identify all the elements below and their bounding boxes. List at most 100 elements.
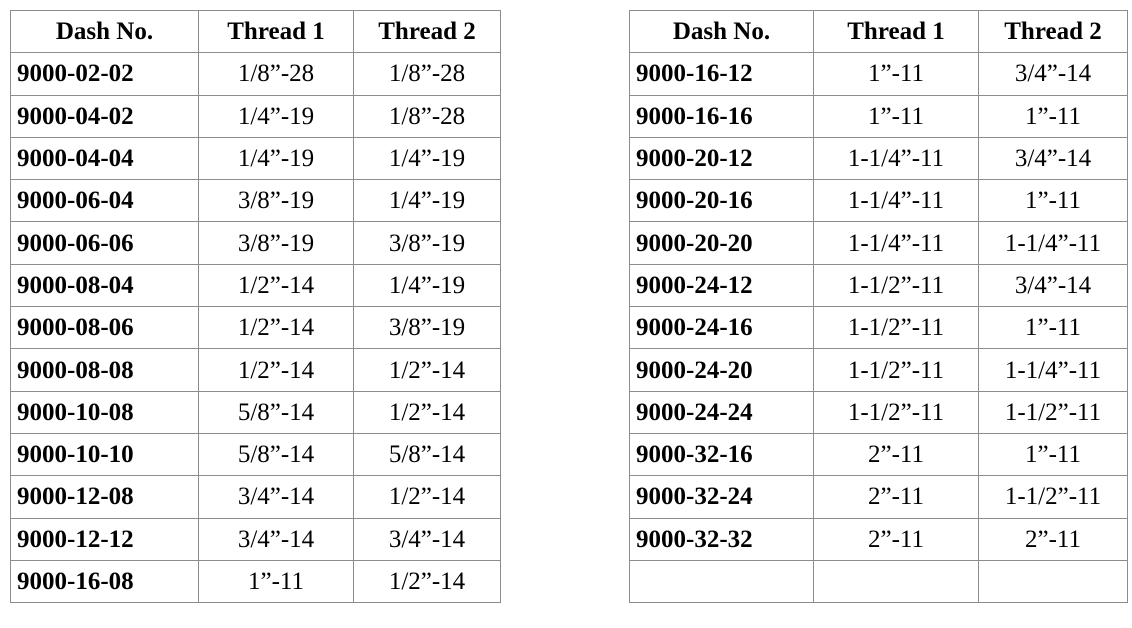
table-row: 9000-10-08 5/8”-14 1/2”-14 [10,390,501,434]
table-row: 9000-24-20 1-1/2”-11 1-1/4”-11 [629,348,1128,392]
dash-number-cell: 9000-08-04 [10,263,199,308]
thread-2-cell: 1-1/4”-11 [978,221,1128,265]
table-row: 9000-04-04 1/4”-19 1/4”-19 [10,136,501,181]
table-row: 9000-02-02 1/8”-28 1/8”-28 [10,52,501,96]
table-row: 9000-24-16 1-1/2”-11 1”-11 [629,306,1128,350]
thread-1-cell: 2”-11 [813,432,979,477]
thread-1-cell: 3/8”-19 [198,221,354,265]
dash-number-cell: 9000-32-24 [629,475,814,519]
thread-2-cell: 1”-11 [978,306,1128,350]
column-header-dash-no: Dash No. [629,9,814,54]
table-row: 9000-06-04 3/8”-19 1/4”-19 [10,179,501,223]
column-header-thread-2: Thread 2 [978,9,1128,54]
thread-1-cell: 1”-11 [813,94,979,138]
column-header-thread-1: Thread 1 [813,9,979,54]
thread-1-cell: 2”-11 [813,517,979,561]
column-header-thread-1: Thread 1 [198,9,354,54]
thread-2-cell: 1”-11 [978,94,1128,138]
thread-1-cell [813,559,979,604]
thread-2-cell: 3/4”-14 [978,52,1128,96]
thread-2-cell: 1-1/2”-11 [978,475,1128,519]
dash-number-cell: 9000-02-02 [10,52,199,96]
table-row: 9000-20-12 1-1/4”-11 3/4”-14 [629,136,1128,181]
thread-1-cell: 1-1/2”-11 [813,390,979,434]
dash-number-cell: 9000-32-32 [629,517,814,561]
dash-number-cell [629,559,814,604]
dash-number-cell: 9000-24-16 [629,306,814,350]
dash-number-cell: 9000-10-08 [10,390,199,434]
thread-2-cell: 3/4”-14 [978,136,1128,181]
table-row: 9000-12-12 3/4”-14 3/4”-14 [10,517,501,561]
thread-1-cell: 1-1/2”-11 [813,306,979,350]
thread-1-cell: 1/4”-19 [198,94,354,138]
thread-2-cell: 1-1/2”-11 [978,390,1128,434]
thread-2-cell: 1/2”-14 [353,559,501,604]
thread-1-cell: 3/4”-14 [198,517,354,561]
table-row: 9000-16-16 1”-11 1”-11 [629,94,1128,138]
header-row: Dash No. Thread 1 Thread 2 [629,9,1128,54]
dash-number-cell: 9000-10-10 [10,432,199,477]
thread-1-cell: 1/2”-14 [198,348,354,392]
dash-number-cell: 9000-32-16 [629,432,814,477]
thread-2-cell: 1/4”-19 [353,136,501,181]
thread-2-cell: 3/8”-19 [353,306,501,350]
dash-number-cell: 9000-16-12 [629,52,814,96]
thread-2-cell: 1-1/4”-11 [978,348,1128,392]
thread-1-cell: 1-1/2”-11 [813,263,979,308]
dash-number-cell: 9000-16-08 [10,559,199,604]
thread-1-cell: 3/8”-19 [198,179,354,223]
thread-2-cell: 1/4”-19 [353,179,501,223]
table-row: 9000-08-04 1/2”-14 1/4”-19 [10,263,501,308]
thread-2-cell: 2”-11 [978,517,1128,561]
table-row: 9000-32-32 2”-11 2”-11 [629,517,1128,561]
thread-1-cell: 1/2”-14 [198,263,354,308]
dash-number-cell: 9000-08-06 [10,306,199,350]
dash-number-cell: 9000-24-12 [629,263,814,308]
thread-2-cell [978,559,1128,604]
table-row: 9000-16-08 1”-11 1/2”-14 [10,559,501,604]
thread-1-cell: 5/8”-14 [198,390,354,434]
thread-1-cell: 1-1/4”-11 [813,179,979,223]
dash-number-cell: 9000-04-02 [10,94,199,138]
dash-number-cell: 9000-24-20 [629,348,814,392]
dash-number-cell: 9000-06-04 [10,179,199,223]
thread-2-cell: 3/8”-19 [353,221,501,265]
table-row: 9000-32-24 2”-11 1-1/2”-11 [629,475,1128,519]
thread-2-cell: 1/2”-14 [353,348,501,392]
table-row: 9000-08-06 1/2”-14 3/8”-19 [10,306,501,350]
thread-2-cell: 1/8”-28 [353,52,501,96]
table-row: 9000-24-12 1-1/2”-11 3/4”-14 [629,263,1128,308]
thread-1-cell: 1”-11 [198,559,354,604]
dash-number-cell: 9000-06-06 [10,221,199,265]
thread-1-cell: 1/4”-19 [198,136,354,181]
thread-1-cell: 1-1/2”-11 [813,348,979,392]
header-row: Dash No. Thread 1 Thread 2 [10,9,501,54]
table-row: 9000-32-16 2”-11 1”-11 [629,432,1128,477]
thread-2-cell: 1/8”-28 [353,94,501,138]
dash-number-cell: 9000-24-24 [629,390,814,434]
table-row: 9000-08-08 1/2”-14 1/2”-14 [10,348,501,392]
table-body: 9000-02-02 1/8”-28 1/8”-28 9000-04-02 1/4”-1… [10,52,501,604]
thread-1-cell: 3/4”-14 [198,475,354,519]
thread-1-cell: 1-1/4”-11 [813,136,979,181]
dash-number-cell: 9000-20-12 [629,136,814,181]
thread-1-cell: 2”-11 [813,475,979,519]
thread-1-cell: 5/8”-14 [198,432,354,477]
thread-2-cell: 1/4”-19 [353,263,501,308]
thread-2-cell: 3/4”-14 [978,263,1128,308]
column-header-dash-no: Dash No. [10,9,199,54]
table-body: 9000-16-12 1”-11 3/4”-14 9000-16-16 1”-11 1”-… [629,52,1128,604]
table-row: 9000-16-12 1”-11 3/4”-14 [629,52,1128,96]
thread-2-cell: 1”-11 [978,179,1128,223]
dash-number-cell: 9000-16-16 [629,94,814,138]
dash-number-cell: 9000-20-20 [629,221,814,265]
dash-number-cell: 9000-20-16 [629,179,814,223]
table-row: 9000-20-20 1-1/4”-11 1-1/4”-11 [629,221,1128,265]
dash-number-cell: 9000-12-12 [10,517,199,561]
table-row: 9000-06-06 3/8”-19 3/8”-19 [10,221,501,265]
table-row: 9000-20-16 1-1/4”-11 1”-11 [629,179,1128,223]
table-row: 9000-10-10 5/8”-14 5/8”-14 [10,432,501,477]
thread-1-cell: 1/8”-28 [198,52,354,96]
thread-1-cell: 1-1/4”-11 [813,221,979,265]
thread-1-cell: 1”-11 [813,52,979,96]
